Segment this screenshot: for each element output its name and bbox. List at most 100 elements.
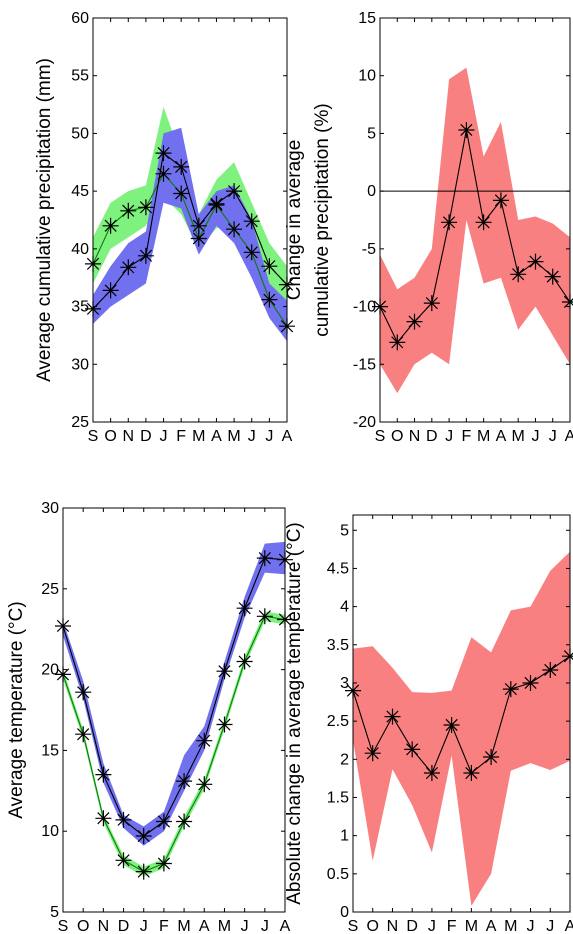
point-red-1 <box>389 334 406 351</box>
x-tick-label: O <box>367 918 379 934</box>
y-tick-label: 50 <box>71 125 89 142</box>
x-tick-label: M <box>218 918 231 934</box>
y-axis-label: Average cumulative precipitation (mm) <box>34 58 55 382</box>
point-red-2 <box>384 708 401 725</box>
series-line-blue <box>92 152 288 310</box>
point-blue-4 <box>155 145 172 162</box>
y-tick-label: 4.5 <box>327 560 349 577</box>
point-blue-2 <box>120 259 137 276</box>
x-tick-label: J <box>248 428 256 445</box>
y-tick-label: 55 <box>71 68 89 85</box>
point-green-6 <box>190 230 207 247</box>
x-tick-label: S <box>348 918 359 934</box>
y-tick-label: 0 <box>367 183 376 200</box>
point-green-2 <box>120 202 137 219</box>
x-tick-label: J <box>140 918 148 934</box>
point-green-10 <box>256 608 273 625</box>
point-red-4 <box>441 214 458 231</box>
point-green-1 <box>102 217 119 234</box>
point-blue-10 <box>261 258 278 275</box>
x-tick-label: A <box>486 918 497 934</box>
x-tick-label: O <box>104 428 116 445</box>
x-tick-label: J <box>546 918 554 934</box>
point-green-5 <box>173 185 190 202</box>
x-tick-label: D <box>426 428 438 445</box>
y-tick-label: -15 <box>353 356 376 373</box>
point-green-6 <box>176 813 193 830</box>
x-tick-label: A <box>565 918 573 934</box>
point-red-2 <box>406 313 423 330</box>
point-blue-3 <box>137 247 154 264</box>
point-blue-8 <box>216 663 233 680</box>
y-tick-label: 2.5 <box>327 713 349 730</box>
x-tick-label: A <box>565 428 573 445</box>
x-tick-label: A <box>211 428 222 445</box>
band-red-0 <box>380 67 570 394</box>
x-tick-label: M <box>512 428 525 445</box>
point-blue-10 <box>256 550 273 567</box>
y-axis-label: Absolute change in average temperature (… <box>284 522 305 905</box>
point-green-4 <box>135 863 152 880</box>
point-red-9 <box>522 675 539 691</box>
y-tick-label: 10 <box>358 68 376 85</box>
point-red-8 <box>502 681 519 698</box>
x-tick-label: F <box>159 918 169 934</box>
point-green-2 <box>95 810 112 827</box>
y-tick-label: 2 <box>340 751 349 768</box>
point-red-4 <box>423 765 440 781</box>
x-tick-label: S <box>88 428 99 445</box>
x-tick-label: F <box>176 428 186 445</box>
point-red-1 <box>364 745 381 762</box>
y-tick-label: 3.5 <box>327 637 349 654</box>
x-tick-label: N <box>122 428 134 445</box>
y-tick-label: 25 <box>41 581 59 598</box>
point-blue-6 <box>190 217 207 234</box>
y-tick-label: 20 <box>41 662 59 679</box>
series-line-green <box>62 615 286 873</box>
band-red-0 <box>353 551 570 906</box>
y-tick-label: 30 <box>71 356 89 373</box>
x-tick-label: M <box>477 428 490 445</box>
y-tick-label: 5 <box>367 125 376 142</box>
x-tick-label: A <box>496 428 507 445</box>
point-red-7 <box>483 749 500 765</box>
y-tick-label: 45 <box>71 183 89 200</box>
y-axis-label: Change in average <box>284 140 305 301</box>
point-red-5 <box>458 122 475 138</box>
x-tick-label: M <box>177 918 190 934</box>
x-tick-label: F <box>461 428 471 445</box>
point-blue-7 <box>208 195 225 212</box>
point-green-4 <box>155 165 172 182</box>
band-blue-1 <box>93 127 287 342</box>
x-tick-label: A <box>282 428 293 445</box>
point-green-10 <box>261 291 278 308</box>
point-blue-8 <box>226 183 243 200</box>
point-red-6 <box>463 765 480 781</box>
y-tick-label: 15 <box>358 10 376 27</box>
axes-frame <box>92 17 288 423</box>
y-tick-label: 40 <box>71 241 89 258</box>
point-green-1 <box>75 726 92 743</box>
series-line-red <box>352 655 571 775</box>
point-blue-1 <box>75 684 92 701</box>
point-blue-9 <box>236 600 253 617</box>
y-axis-label: Average temperature (°C) <box>6 601 27 818</box>
x-tick-label: N <box>409 428 421 445</box>
x-tick-label: O <box>391 428 403 445</box>
point-blue-4 <box>135 828 152 844</box>
point-red-10 <box>542 662 559 678</box>
x-tick-label: N <box>98 918 110 934</box>
point-green-5 <box>155 855 172 872</box>
y-tick-label: 30 <box>41 500 59 517</box>
point-red-8 <box>510 266 527 283</box>
x-tick-label: D <box>140 428 152 445</box>
point-blue-7 <box>196 732 213 749</box>
y-tick-label: 10 <box>41 823 59 840</box>
x-tick-label: D <box>118 918 130 934</box>
x-tick-label: M <box>192 428 205 445</box>
point-green-9 <box>236 653 253 670</box>
x-tick-label: A <box>280 918 291 934</box>
